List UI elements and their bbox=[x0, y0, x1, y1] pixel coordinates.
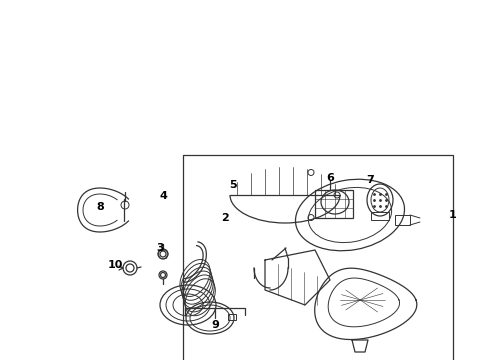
Bar bbox=[395, 215, 410, 225]
Text: 7: 7 bbox=[366, 175, 374, 185]
Bar bbox=[315, 190, 353, 218]
Text: 6: 6 bbox=[326, 173, 334, 183]
Text: 2: 2 bbox=[221, 213, 229, 223]
Text: 9: 9 bbox=[211, 320, 219, 330]
Text: 8: 8 bbox=[96, 202, 104, 212]
Bar bbox=[371, 212, 389, 220]
Bar bbox=[228, 314, 236, 320]
Text: 5: 5 bbox=[229, 180, 237, 190]
Bar bbox=[183, 155, 453, 360]
Text: 3: 3 bbox=[156, 243, 164, 253]
Text: 4: 4 bbox=[159, 191, 167, 201]
Text: 10: 10 bbox=[107, 260, 122, 270]
Text: 1: 1 bbox=[449, 210, 457, 220]
